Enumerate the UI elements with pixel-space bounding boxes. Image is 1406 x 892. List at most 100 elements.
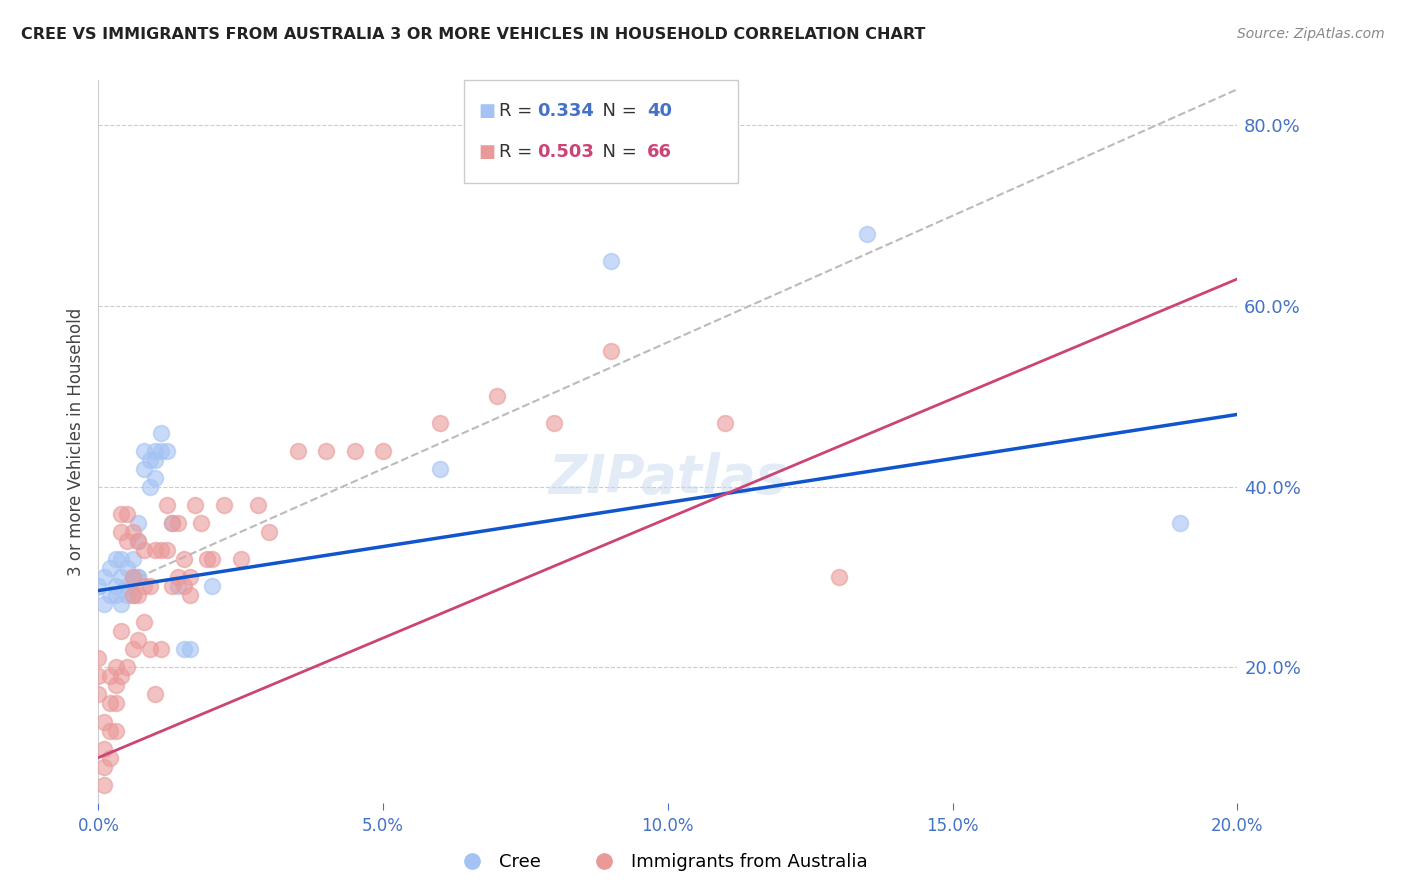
Point <box>486 389 509 403</box>
Point <box>156 498 179 512</box>
Point <box>127 633 149 648</box>
Point <box>150 425 173 440</box>
Point <box>145 452 167 467</box>
Point <box>162 516 184 530</box>
Point <box>104 579 127 593</box>
Point <box>600 253 623 268</box>
Point <box>98 588 121 602</box>
Point <box>429 417 451 431</box>
Point <box>127 588 149 602</box>
Point <box>121 570 143 584</box>
Point <box>87 687 110 701</box>
Text: CREE VS IMMIGRANTS FROM AUSTRALIA 3 OR MORE VEHICLES IN HOUSEHOLD CORRELATION CH: CREE VS IMMIGRANTS FROM AUSTRALIA 3 OR M… <box>21 27 925 42</box>
Text: R =: R = <box>499 143 538 161</box>
Text: 0.503: 0.503 <box>537 143 593 161</box>
Point <box>150 642 173 657</box>
Point <box>714 417 737 431</box>
Text: ZIPatlas: ZIPatlas <box>548 451 787 504</box>
Point <box>195 552 218 566</box>
Point <box>184 498 207 512</box>
Point <box>167 579 190 593</box>
Point <box>93 778 115 792</box>
Text: 40: 40 <box>647 103 672 120</box>
Text: ■: ■ <box>478 143 495 161</box>
Point <box>173 642 195 657</box>
Point <box>132 579 155 593</box>
Point <box>115 533 138 548</box>
Point <box>121 588 143 602</box>
Point <box>93 760 115 774</box>
Point <box>138 452 160 467</box>
Text: R =: R = <box>499 103 538 120</box>
Point <box>121 570 143 584</box>
Point <box>179 570 201 584</box>
Legend: Cree, Immigrants from Australia: Cree, Immigrants from Australia <box>447 847 875 879</box>
Point <box>246 498 269 512</box>
Point <box>104 678 127 692</box>
Point <box>110 624 132 639</box>
Point <box>110 669 132 683</box>
Text: N =: N = <box>591 103 643 120</box>
Point <box>173 552 195 566</box>
Point <box>167 570 190 584</box>
Point <box>429 461 451 475</box>
Point <box>373 443 395 458</box>
Point <box>150 542 173 557</box>
Point <box>87 651 110 665</box>
Point <box>93 597 115 611</box>
Point <box>259 524 281 539</box>
Text: 0.334: 0.334 <box>537 103 593 120</box>
Point <box>115 507 138 521</box>
Point <box>145 443 167 458</box>
Point <box>93 570 115 584</box>
Point <box>121 588 143 602</box>
Point <box>1170 516 1192 530</box>
Point <box>828 570 851 584</box>
Point <box>343 443 366 458</box>
Point <box>127 570 149 584</box>
Point <box>110 552 132 566</box>
Point <box>132 461 155 475</box>
Y-axis label: 3 or more Vehicles in Household: 3 or more Vehicles in Household <box>66 308 84 575</box>
Point <box>156 542 179 557</box>
Point <box>104 723 127 738</box>
Point <box>138 579 160 593</box>
Point <box>98 723 121 738</box>
Point <box>98 750 121 764</box>
Point <box>132 443 155 458</box>
Point <box>104 660 127 674</box>
Text: Source: ZipAtlas.com: Source: ZipAtlas.com <box>1237 27 1385 41</box>
Point <box>145 542 167 557</box>
Point <box>87 579 110 593</box>
Point <box>179 588 201 602</box>
Point <box>127 533 149 548</box>
Point <box>132 542 155 557</box>
Point <box>138 480 160 494</box>
Point <box>127 570 149 584</box>
Point <box>104 552 127 566</box>
Point <box>156 443 179 458</box>
Point <box>115 660 138 674</box>
Text: 66: 66 <box>647 143 672 161</box>
Point <box>138 642 160 657</box>
Point <box>167 516 190 530</box>
Point <box>190 516 212 530</box>
Point <box>150 443 173 458</box>
Point <box>115 588 138 602</box>
Point <box>201 552 224 566</box>
Point <box>127 516 149 530</box>
Point <box>121 642 143 657</box>
Point <box>201 579 224 593</box>
Point <box>856 227 879 241</box>
Point <box>98 697 121 711</box>
Point <box>132 615 155 630</box>
Point <box>212 498 235 512</box>
Point <box>121 552 143 566</box>
Point <box>127 533 149 548</box>
Point <box>110 570 132 584</box>
Point <box>115 579 138 593</box>
Point <box>600 344 623 359</box>
Point <box>543 417 565 431</box>
Point <box>229 552 252 566</box>
Point <box>121 524 143 539</box>
